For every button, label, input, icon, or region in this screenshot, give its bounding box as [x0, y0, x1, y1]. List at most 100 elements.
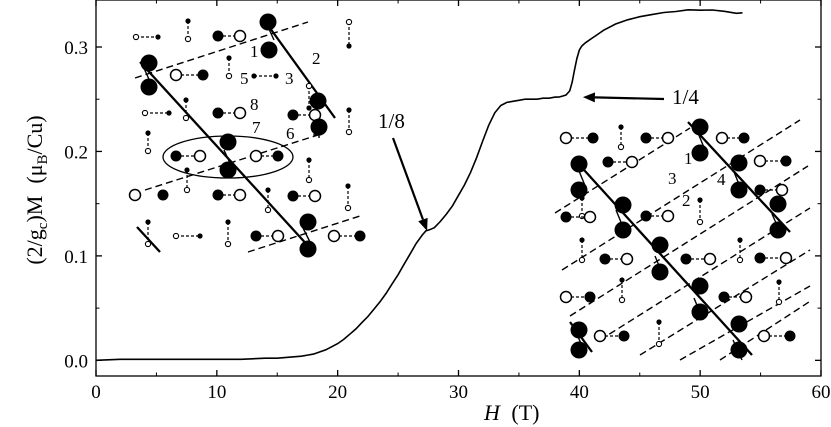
site-open	[193, 149, 207, 163]
site-small-open	[345, 128, 353, 136]
site-large-filled	[140, 78, 158, 96]
annotation-one-eighth-label: 1/8	[378, 109, 405, 133]
site-small-open	[736, 256, 744, 264]
site-large-filled	[730, 181, 748, 199]
site-filled	[602, 156, 614, 168]
site-open	[233, 106, 247, 120]
site-open	[757, 329, 771, 343]
site-filled	[718, 291, 730, 303]
x-axis-unit: (T)	[511, 400, 539, 425]
site-open	[271, 229, 285, 243]
site-small-filled	[776, 279, 782, 285]
site-small-filled	[273, 73, 279, 79]
site-small-filled	[737, 237, 743, 243]
y-tick-label: 0.2	[64, 142, 88, 163]
annotation-one-eighth-arrow	[391, 137, 424, 220]
site-small-open	[578, 256, 586, 264]
site-large-filled	[219, 133, 237, 151]
site-filled	[738, 132, 750, 144]
site-large-filled	[299, 213, 317, 231]
site-small-filled	[185, 18, 191, 24]
site-large-filled	[691, 277, 709, 295]
site-small-filled	[251, 73, 257, 79]
site-open	[233, 188, 247, 202]
site-filled	[157, 189, 169, 201]
site-small-filled	[184, 167, 190, 173]
site-large-filled	[691, 144, 709, 162]
site-small-open	[225, 72, 233, 80]
site-small-open	[224, 240, 232, 248]
site-small-open	[775, 298, 783, 306]
x-tick-label: 40	[570, 382, 589, 403]
y-axis-sub-b: B	[35, 154, 51, 164]
site-small-open	[345, 18, 353, 26]
site-small-filled	[346, 107, 352, 113]
x-axis: 0 10 20 30 40 50 60	[91, 0, 831, 403]
site-small-open	[144, 240, 152, 248]
site-label-3: 3	[668, 169, 677, 188]
site-open	[308, 189, 322, 203]
annotation-one-eighth: 1/8	[378, 109, 428, 231]
site-label-1: 1	[250, 42, 259, 61]
site-large-filled	[570, 341, 588, 359]
site-filled	[584, 291, 596, 303]
site-large-filled	[310, 118, 328, 136]
site-open	[753, 154, 767, 168]
site-open	[620, 252, 634, 266]
site-filled	[599, 253, 611, 265]
site-small-filled	[618, 124, 624, 130]
y-axis-mid: )M	[22, 196, 47, 223]
site-label-5: 5	[240, 69, 249, 88]
annotation-one-quarter-label: 1/4	[672, 85, 699, 109]
site-label-1: 1	[684, 149, 693, 168]
site-small-open	[305, 82, 313, 90]
site-filled	[587, 132, 599, 144]
y-axis-title: (2/gc)M (μB/Cu)	[22, 115, 51, 264]
site-open	[128, 188, 142, 202]
site-large-filled	[769, 221, 787, 239]
site-filled	[170, 150, 182, 162]
site-small-open	[696, 218, 704, 226]
site-large-filled	[570, 321, 588, 339]
site-label-2: 2	[312, 49, 321, 68]
inset-right-sites	[559, 118, 796, 359]
site-label-4: 4	[717, 170, 726, 189]
inset-one-quarter-structure: 1 3 4 2	[554, 118, 813, 361]
site-open	[779, 251, 793, 265]
site-small-filled	[619, 277, 625, 283]
x-tick-label: 20	[328, 382, 347, 403]
inset-left-sites	[128, 13, 366, 258]
site-filled	[754, 184, 766, 196]
site-large-filled	[570, 155, 588, 173]
site-filled	[250, 230, 262, 242]
x-tick-label: 30	[449, 382, 468, 403]
site-label-2: 2	[682, 191, 691, 210]
site-small-filled	[145, 130, 151, 136]
site-large-filled	[614, 221, 632, 239]
site-filled	[680, 253, 692, 265]
site-small-filled	[579, 195, 585, 201]
site-small-open	[184, 35, 192, 43]
site-filled	[618, 330, 630, 342]
site-large-filled	[691, 303, 709, 321]
site-large-filled	[730, 341, 748, 359]
site-large-filled	[651, 263, 669, 281]
site-small-filled	[226, 55, 232, 61]
site-small-open	[618, 296, 626, 304]
series-line-magnetization	[95, 8, 743, 362]
site-large-filled	[299, 240, 317, 258]
site-open	[583, 210, 597, 224]
x-axis-title: H (T)	[483, 400, 539, 425]
x-tick-label: 50	[691, 382, 710, 403]
site-filled	[784, 330, 796, 342]
site-open	[169, 68, 183, 82]
site-small-open	[172, 232, 180, 240]
site-small-open	[655, 340, 663, 348]
y-axis-prefix: (2/g	[22, 229, 47, 264]
site-filled	[640, 210, 652, 222]
site-open	[233, 29, 247, 43]
site-filled	[354, 230, 366, 242]
site-label-7: 7	[252, 118, 261, 137]
plot-frame	[95, 0, 822, 377]
